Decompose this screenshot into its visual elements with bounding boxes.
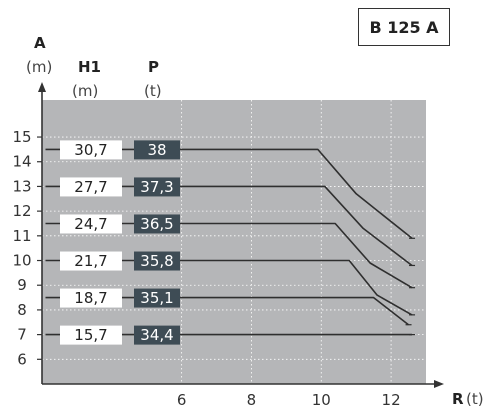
p-label-box <box>134 325 180 345</box>
p-value: 35,1 <box>140 289 173 307</box>
h1-value: 30,7 <box>74 141 107 159</box>
x-axis-letter: R <box>452 390 464 408</box>
h1-label-box <box>60 325 122 345</box>
h1-label-box <box>60 140 122 160</box>
p-value: 35,8 <box>140 252 173 270</box>
y-tick-label: 10 <box>12 252 31 270</box>
h1-value: 15,7 <box>74 326 107 344</box>
p-value: 34,4 <box>140 326 173 344</box>
p-unit: (t) <box>144 82 162 100</box>
h1-value: 27,7 <box>74 178 107 196</box>
p-value: 38 <box>147 141 166 159</box>
y-tick-label: 13 <box>12 177 31 195</box>
x-tick-label: 8 <box>247 391 257 409</box>
p-header: P <box>148 58 159 76</box>
h1-label-box <box>60 251 122 271</box>
h1-unit: (m) <box>72 82 99 100</box>
h1-label-box <box>60 288 122 308</box>
tick-labels: 6 7 8 9 10 11 12 13 14 15 6 8 10 12 <box>12 128 400 409</box>
p-label-box <box>134 177 180 197</box>
y-tick-label: 7 <box>17 326 27 344</box>
axes <box>37 82 444 388</box>
h1-value: 24,7 <box>74 215 107 233</box>
p-label-box <box>134 288 180 308</box>
y-tick-label: 12 <box>12 202 31 220</box>
p-value: 36,5 <box>140 215 173 233</box>
p-label-box <box>134 251 180 271</box>
h1-value: 21,7 <box>74 252 107 270</box>
y-tick-label: 15 <box>12 128 31 146</box>
y-tick-label: 14 <box>12 153 31 171</box>
y-tick-label: 8 <box>17 301 27 319</box>
y-axis-letter: A <box>34 34 46 52</box>
y-axis-unit: (m) <box>26 58 53 76</box>
model-label: B 125 A <box>369 17 439 37</box>
load-curve-line <box>45 185 413 267</box>
h1-value: 18,7 <box>74 289 107 307</box>
load-curve-line <box>45 259 413 316</box>
x-tick-label: 6 <box>177 391 187 409</box>
x-tick-label: 10 <box>312 391 331 409</box>
y-tick-label: 11 <box>12 227 31 245</box>
y-tick-label: 6 <box>17 350 27 368</box>
load-curve-line <box>45 148 413 239</box>
h1-label-box <box>60 214 122 234</box>
p-label-box <box>134 140 180 160</box>
x-axis-unit: (t) <box>466 390 484 408</box>
h1-header: H1 <box>78 58 101 76</box>
y-axis-arrow <box>38 82 46 92</box>
x-tick-label: 12 <box>382 391 401 409</box>
h1-label-box <box>60 177 122 197</box>
model-label-box: B 125 A <box>358 8 450 46</box>
p-value: 37,3 <box>140 178 173 196</box>
series-labels: 30,7 38 27,7 37,3 24,7 36,5 21,7 35,8 18,7 35,1 15… <box>60 140 180 345</box>
x-axis-arrow <box>434 380 444 388</box>
p-label-box <box>134 214 180 234</box>
load-curve-line <box>45 222 413 289</box>
y-tick-label: 9 <box>17 276 27 294</box>
